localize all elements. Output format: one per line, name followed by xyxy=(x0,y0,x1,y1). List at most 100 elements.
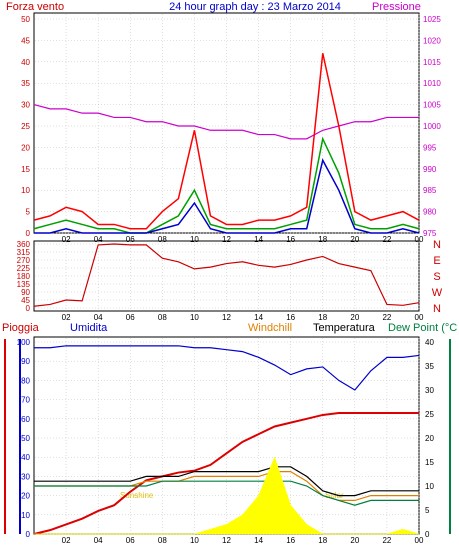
series-line xyxy=(33,53,420,230)
y2-tick-label: 1015 xyxy=(423,58,441,67)
legend-dewpoint: Dew Point (°C xyxy=(388,322,457,334)
legend-pioggia: Pioggia xyxy=(2,322,40,334)
y2-tick-label: 980 xyxy=(423,208,437,217)
series-line xyxy=(34,480,419,506)
x-tick-label: 16 xyxy=(286,235,295,244)
y2-tick-label: 975 xyxy=(423,229,437,238)
x-tick-label: 06 xyxy=(126,313,135,322)
y2-tick-label: 1010 xyxy=(423,79,441,88)
x-tick-label: 22 xyxy=(382,536,391,545)
series-line xyxy=(34,158,420,234)
y2-tick-label: 25 xyxy=(425,410,434,419)
x-tick-label: 08 xyxy=(158,536,167,545)
x-tick-label: 14 xyxy=(254,536,263,545)
x-tick-label: 14 xyxy=(254,235,263,244)
series-line xyxy=(34,466,419,497)
y-tick-label: 0 xyxy=(26,229,31,238)
y2-tick-label: 15 xyxy=(425,458,434,467)
y-tick-label: 270 xyxy=(17,256,31,265)
x-tick-label: 06 xyxy=(126,235,135,244)
x-tick-label: 22 xyxy=(382,313,391,322)
y-tick-label: 25 xyxy=(21,122,30,131)
series-line xyxy=(33,104,419,140)
sunshine-label: Sunshine xyxy=(120,491,154,500)
x-tick-label: 12 xyxy=(222,235,231,244)
x-tick-label: 16 xyxy=(286,536,295,545)
y-tick-label: 40 xyxy=(21,453,30,462)
y-tick-label: 35 xyxy=(21,79,30,88)
y2-tick-label: 1000 xyxy=(423,122,441,131)
y-tick-label: 45 xyxy=(21,36,30,45)
y2-tick-label: N xyxy=(433,303,441,315)
x-tick-label: 02 xyxy=(62,536,71,545)
x-tick-label: 18 xyxy=(318,235,327,244)
y-tick-label: 80 xyxy=(21,376,30,385)
x-tick-label: 20 xyxy=(350,313,359,322)
y-tick-label: 90 xyxy=(21,288,30,297)
x-tick-label: 02 xyxy=(62,313,71,322)
sunshine-area xyxy=(34,456,420,535)
y2-tick-label: W xyxy=(432,287,443,299)
x-tick-label: 00 xyxy=(415,235,424,244)
x-tick-label: 10 xyxy=(190,313,199,322)
x-tick-label: 18 xyxy=(318,313,327,322)
header-right-label: Pressione xyxy=(372,1,421,13)
y-tick-label: 10 xyxy=(21,186,30,195)
y-tick-label: 60 xyxy=(21,415,30,424)
y2-tick-label: 1005 xyxy=(423,101,441,110)
x-tick-label: 02 xyxy=(62,235,71,244)
y2-tick-label: 1025 xyxy=(423,15,441,24)
y2-tick-label: 0 xyxy=(425,530,430,539)
y2-tick-label: 1020 xyxy=(423,36,441,45)
y-tick-label: 0 xyxy=(26,304,31,313)
x-tick-label: 04 xyxy=(94,313,103,322)
y2-tick-label: 985 xyxy=(423,186,437,195)
y2-tick-label: 995 xyxy=(423,143,437,152)
y-tick-label: 180 xyxy=(17,272,31,281)
y-tick-label: 45 xyxy=(21,296,30,305)
y2-tick-label: 5 xyxy=(425,506,430,515)
y-tick-label: 15 xyxy=(21,165,30,174)
x-tick-label: 14 xyxy=(254,313,263,322)
x-tick-label: 06 xyxy=(126,536,135,545)
legend-temperatura: Temperatura xyxy=(313,322,376,334)
x-tick-label: 16 xyxy=(286,313,295,322)
x-tick-label: 04 xyxy=(94,235,103,244)
y-tick-label: 360 xyxy=(17,240,31,249)
y2-tick-label: 990 xyxy=(423,165,437,174)
x-tick-label: 12 xyxy=(222,536,231,545)
y-tick-label: 50 xyxy=(21,434,30,443)
y2-tick-label: 10 xyxy=(425,482,434,491)
x-tick-label: 04 xyxy=(94,536,103,545)
y2-tick-label: 20 xyxy=(425,434,434,443)
x-tick-label: 10 xyxy=(190,235,199,244)
y2-tick-label: 35 xyxy=(425,362,434,371)
x-tick-label: 20 xyxy=(350,235,359,244)
y-tick-label: 100 xyxy=(17,338,31,347)
y-tick-label: 20 xyxy=(21,143,30,152)
y2-tick-label: 40 xyxy=(425,338,434,347)
legend-umidita: Umidita xyxy=(70,322,108,334)
y-tick-label: 135 xyxy=(17,280,31,289)
x-tick-label: 12 xyxy=(222,313,231,322)
solar-label: Solar xyxy=(325,491,344,500)
y-tick-label: 0 xyxy=(26,530,31,539)
y-tick-label: 50 xyxy=(21,15,30,24)
x-tick-label: 08 xyxy=(158,235,167,244)
y2-tick-label: S xyxy=(433,271,440,283)
series-line xyxy=(34,345,420,391)
header-left-label: Forza vento xyxy=(6,1,64,13)
y-tick-label: 225 xyxy=(17,264,31,273)
y-tick-label: 20 xyxy=(21,492,30,501)
series-line xyxy=(33,412,419,535)
x-tick-label: 00 xyxy=(415,313,424,322)
x-tick-label: 18 xyxy=(318,536,327,545)
x-tick-label: 00 xyxy=(415,536,424,545)
x-tick-label: 22 xyxy=(382,235,391,244)
y-tick-label: 10 xyxy=(21,511,30,520)
y2-tick-label: N xyxy=(433,239,441,251)
y-tick-label: 315 xyxy=(17,248,31,257)
climate-panel-frame xyxy=(33,336,420,535)
x-tick-label: 08 xyxy=(158,313,167,322)
